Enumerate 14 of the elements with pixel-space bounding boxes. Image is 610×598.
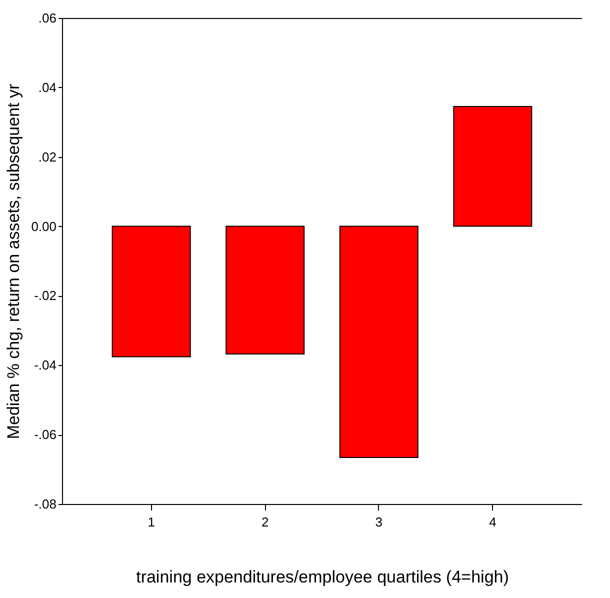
y-tick-label: 0.00: [31, 218, 56, 234]
y-tick-label: -.02: [34, 288, 56, 304]
y-tick-label: -.04: [34, 358, 56, 373]
y-tick-label: -.06: [34, 427, 56, 442]
y-tick-label: -.08: [34, 496, 56, 512]
x-axis-title: training expenditures/employee quartiles (4=high): [136, 568, 509, 586]
x-tick-label: 1: [148, 514, 155, 530]
y-tick-label: .02: [38, 149, 56, 164]
x-tick-label: 4: [489, 514, 496, 530]
x-tick-label: 2: [261, 514, 269, 530]
x-tick-label: 3: [375, 514, 383, 530]
y-tick-label: .04: [38, 80, 56, 95]
y-tick-label: .06: [38, 10, 56, 26]
y-axis-title: Median % chg, return on assets, subsequent yr: [4, 84, 24, 440]
